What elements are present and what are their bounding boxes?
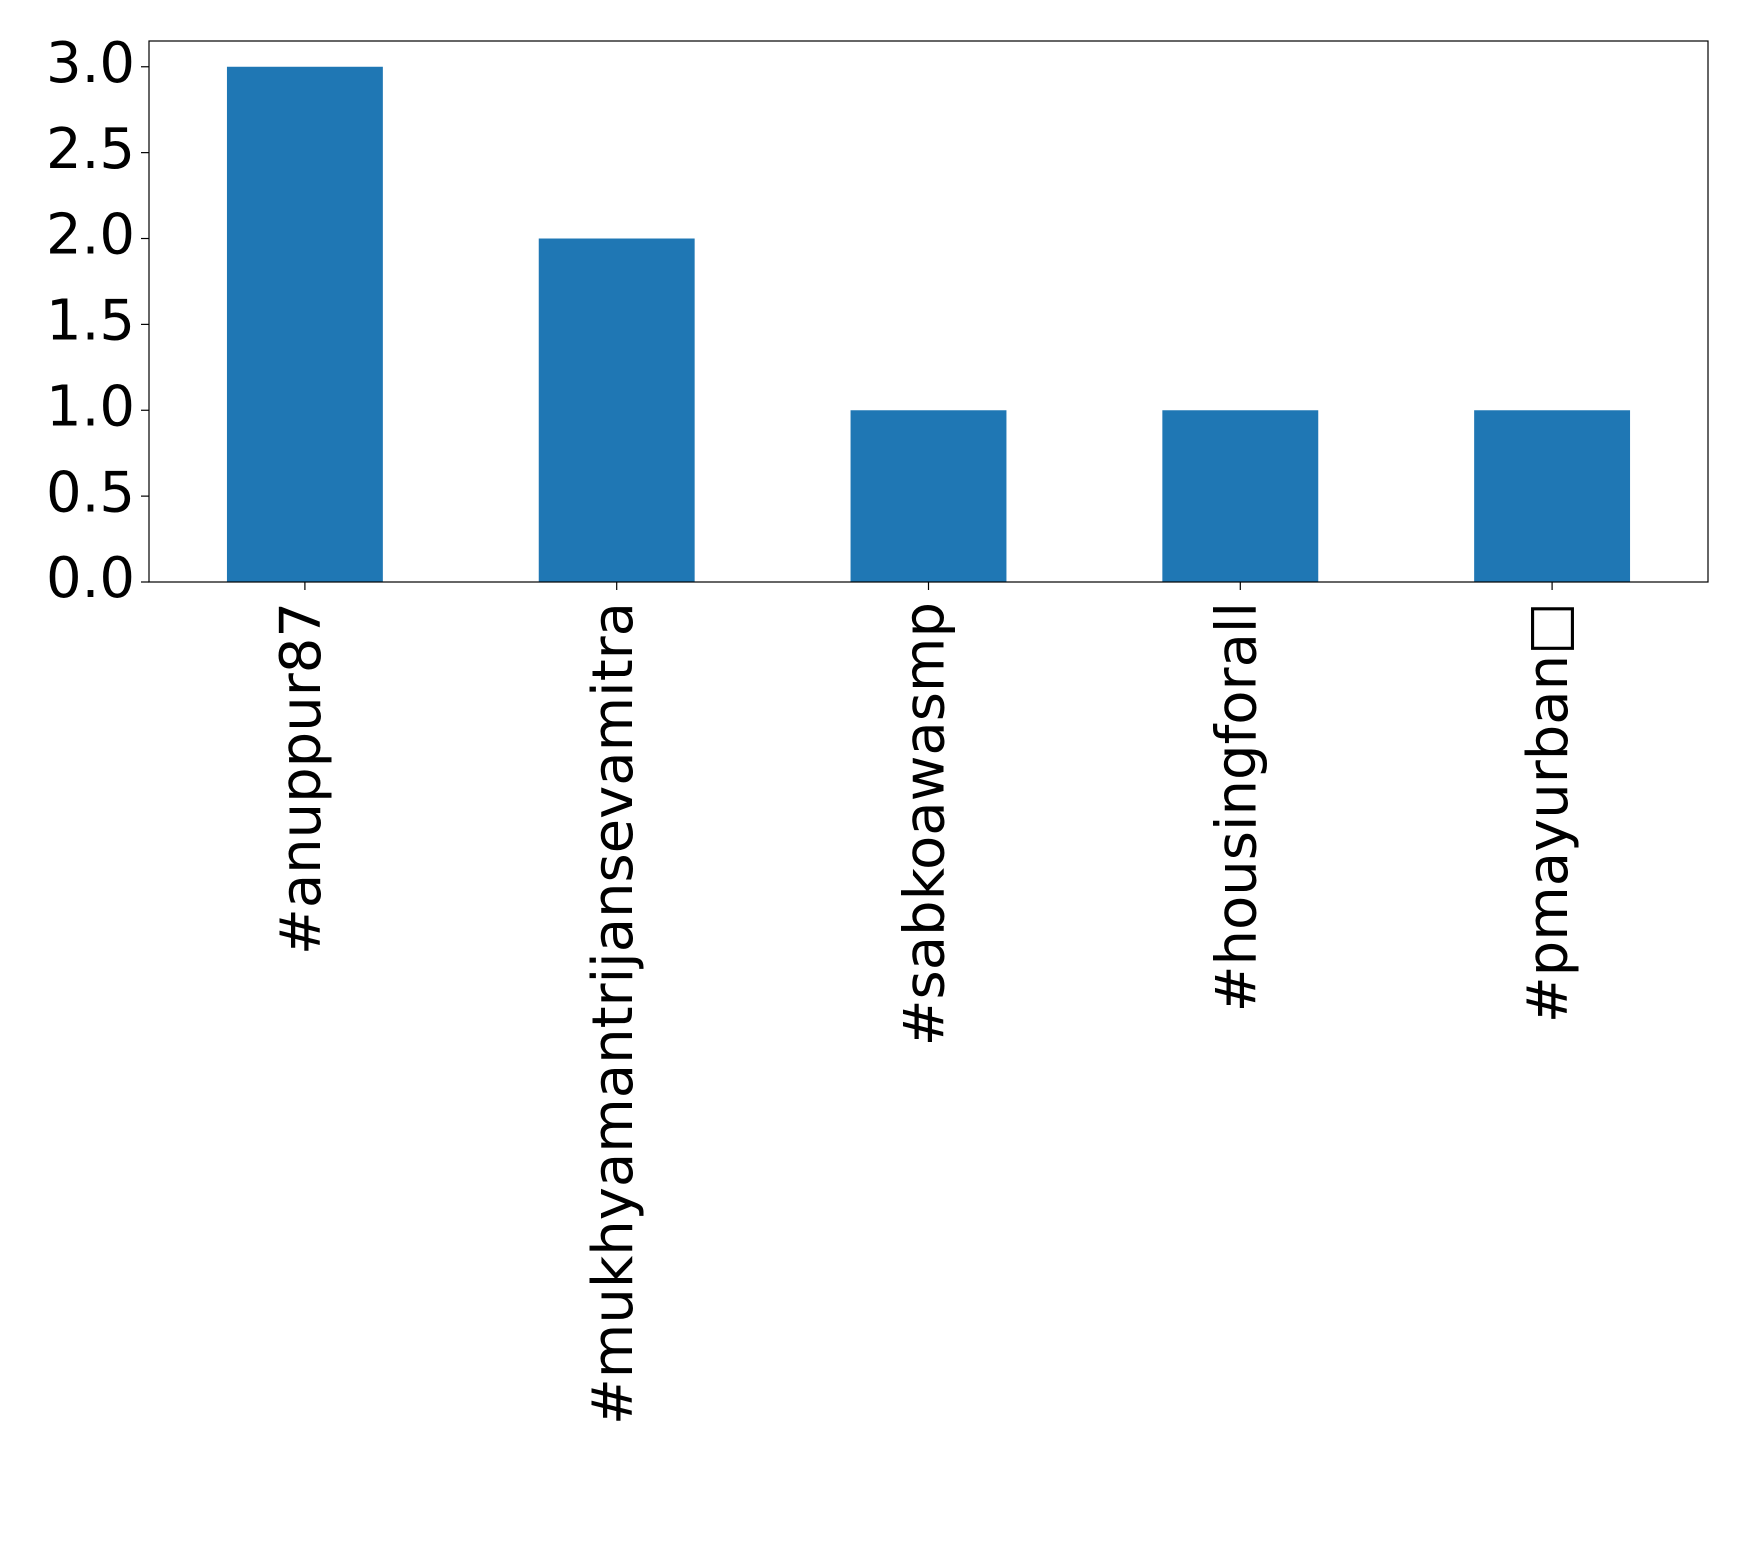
x-tick-label: #mukhyamantrijansevamitra [581, 602, 646, 1425]
bar [1474, 410, 1631, 582]
y-tick-label: 0.0 [46, 546, 135, 611]
y-tick-label: 3.0 [46, 31, 135, 96]
bar [1162, 410, 1319, 582]
y-tick-label: 2.0 [46, 203, 135, 268]
plot-frame [148, 40, 1709, 583]
bar [226, 66, 383, 582]
bar [538, 238, 695, 582]
y-tick-label: 1.5 [46, 289, 135, 354]
y-tick-label: 1.0 [46, 374, 135, 439]
x-tick-label: #anuppur87 [269, 602, 334, 955]
bar [850, 410, 1007, 582]
y-tick-label: 0.5 [46, 460, 135, 525]
x-tick-label: #pmayurban□ [1516, 602, 1581, 1023]
x-tick-label: #sabkoawasmp [893, 602, 958, 1046]
x-tick-label: #housingforall [1204, 602, 1269, 1012]
y-tick-label: 2.5 [46, 117, 135, 182]
